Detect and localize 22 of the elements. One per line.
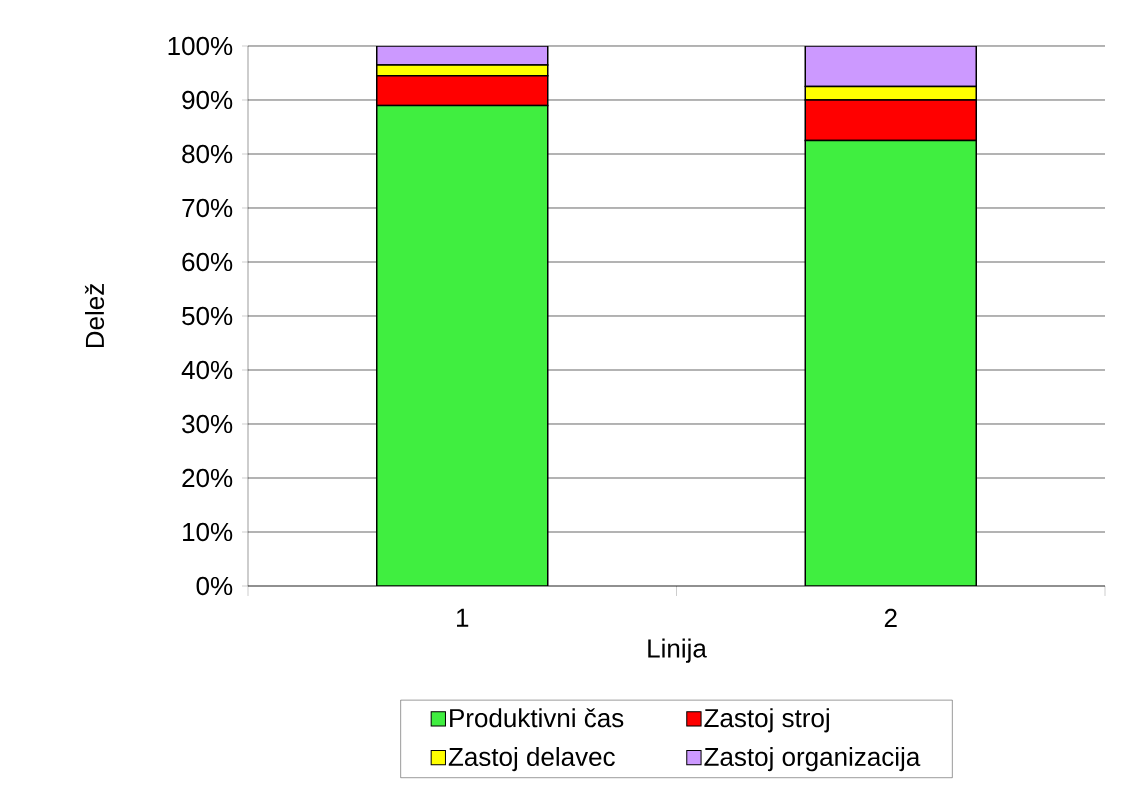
y-axis-title: Delež	[84, 284, 105, 348]
y-tick-label: 30%	[182, 414, 233, 434]
y-tick-label: 60%	[182, 252, 233, 272]
bar	[376, 104, 549, 586]
y-tick-label: 0%	[196, 576, 233, 596]
y-tick-label: 20%	[182, 468, 233, 488]
bar	[804, 139, 978, 586]
legend-label: Produktivni čas	[450, 708, 624, 728]
bar	[804, 46, 978, 88]
y-tick-label: 50%	[182, 306, 233, 326]
legend-label: Zastoj stroj	[704, 708, 829, 733]
y-tick-label: 90%	[182, 90, 233, 110]
x-tick-label: 1	[457, 608, 469, 627]
y-tick-label: 70%	[182, 198, 233, 218]
legend-label: Zastoj organizacija	[704, 746, 921, 772]
x-tick-label: 2	[884, 608, 897, 628]
y-tick-label: 10%	[183, 522, 233, 542]
x-axis-title: Linija	[648, 638, 707, 663]
y-tick-label: 40%	[181, 360, 233, 380]
y-tick-label: 80%	[182, 144, 233, 164]
legend-label: Zastoj delavec	[448, 746, 615, 772]
y-tick-label: 100%	[168, 36, 233, 56]
